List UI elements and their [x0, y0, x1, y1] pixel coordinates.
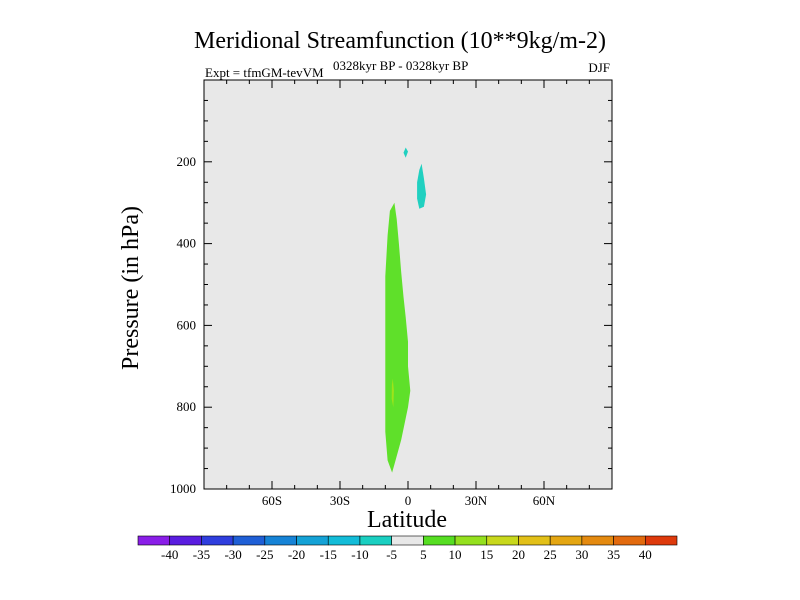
plot-background — [204, 80, 612, 489]
colorbar-box — [454, 535, 488, 546]
x-tick-label: 30S — [330, 493, 350, 508]
colorbar: -40 -35 -30 -25 -20 -15 -10 -5 5 10 15 20 25 30 35 40 — [137, 535, 678, 562]
colorbar-box — [486, 535, 519, 546]
colorbar-label: 25 — [544, 547, 557, 562]
colorbar-box — [264, 535, 297, 546]
colorbar-box — [359, 535, 392, 546]
colorbar-box — [644, 535, 678, 546]
colorbar-box — [296, 535, 329, 546]
colorbar-label: 40 — [639, 547, 652, 562]
colorbar-label: -35 — [193, 547, 210, 562]
colorbar-label: 5 — [420, 547, 427, 562]
contour-region-positive-10-15 — [391, 378, 394, 408]
colorbar-box — [549, 535, 583, 546]
colorbar-label: -40 — [161, 547, 178, 562]
axes: 60S 30S 0 30N 60N 200 400 600 800 1000 — [170, 79, 613, 508]
colorbar-label: 30 — [575, 547, 588, 562]
plot-area — [204, 80, 612, 489]
contour-region-negative-10-5-small — [403, 147, 408, 158]
left-subtitle: Expt = tfmGM-tevVM — [205, 65, 324, 80]
colorbar-box — [232, 535, 266, 546]
y-tick-label: 200 — [177, 154, 197, 169]
y-tick-label: 600 — [177, 317, 197, 332]
x-tick-label: 30N — [465, 493, 488, 508]
contour-region-positive-5-10 — [385, 202, 411, 473]
colorbar-box — [137, 535, 171, 546]
colorbar-label: -20 — [288, 547, 305, 562]
colorbar-label: 20 — [512, 547, 525, 562]
colorbar-label: -5 — [386, 547, 397, 562]
colorbar-label: 10 — [449, 547, 462, 562]
y-tick-label: 400 — [177, 236, 197, 251]
colorbar-box — [201, 535, 234, 546]
center-subtitle: 0328kyr BP - 0328kyr BP — [333, 58, 469, 73]
colorbar-box — [581, 535, 614, 546]
colorbar-label: 15 — [480, 547, 493, 562]
colorbar-label: -15 — [320, 547, 337, 562]
contour-region-negative-10-5-upper — [417, 163, 427, 209]
colorbar-box — [518, 535, 551, 546]
y-tick-label: 1000 — [170, 481, 196, 496]
colorbar-box — [391, 535, 424, 546]
colorbar-box — [327, 535, 361, 546]
colorbar-label: -25 — [256, 547, 273, 562]
colorbar-label: 35 — [607, 547, 620, 562]
chart-title: Meridional Streamfunction (10**9kg/m-2) — [194, 28, 606, 54]
colorbar-box — [169, 535, 202, 546]
x-tick-label: 60S — [262, 493, 282, 508]
y-tick-label: 800 — [177, 399, 197, 414]
x-axis-label: Latitude — [367, 507, 447, 533]
colorbar-label: -10 — [351, 547, 368, 562]
x-tick-label: 0 — [405, 493, 412, 508]
colorbar-box — [613, 535, 646, 546]
y-axis-label: Pressure (in hPa) — [118, 206, 144, 370]
colorbar-box — [423, 535, 456, 546]
x-tick-label: 60N — [533, 493, 556, 508]
right-subtitle: DJF — [588, 60, 610, 75]
colorbar-label: -30 — [224, 547, 241, 562]
